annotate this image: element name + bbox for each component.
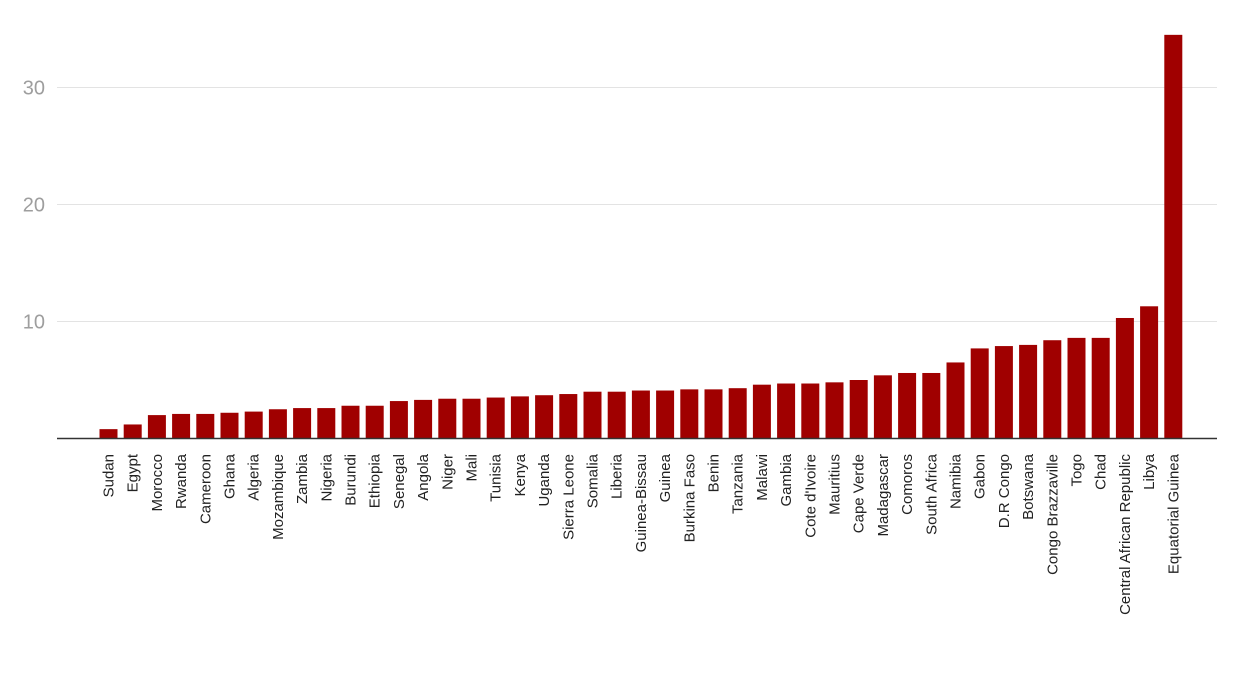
bar: [994, 346, 1013, 439]
x-tick-label: Malawi: [754, 454, 771, 501]
bar: [196, 413, 215, 439]
bar: [728, 388, 747, 439]
bar: [849, 380, 868, 439]
bar: [147, 415, 166, 439]
x-tick-label: Equatorial Guinea: [1165, 453, 1182, 574]
bar: [244, 411, 263, 439]
x-tick-label: Gambia: [778, 453, 795, 506]
x-tick-label: Cameroon: [197, 454, 214, 524]
x-tick-label: Benin: [706, 454, 723, 492]
x-tick-label: Libya: [1141, 453, 1158, 490]
y-tick-label: 20: [23, 195, 45, 217]
x-tick-label: Cape Verde: [851, 454, 868, 533]
y-tick-label: 10: [23, 312, 45, 334]
x-tick-label: Madagascar: [875, 454, 892, 537]
bar: [462, 398, 481, 439]
bar: [970, 348, 989, 439]
x-tick-label: Mozambique: [270, 454, 287, 540]
bar: [1140, 306, 1159, 439]
x-tick-label: Rwanda: [173, 453, 190, 509]
bar: [607, 391, 626, 439]
x-tick-label: Tunisia: [488, 453, 505, 501]
bar: [99, 429, 118, 439]
x-axis-labels: Sudan Egypt Morocco Rwanda Cameroon Ghana Alge…: [101, 453, 1183, 615]
bar: [825, 382, 844, 439]
x-tick-label: Mali: [464, 454, 481, 482]
gridlines: [57, 87, 1217, 322]
bar: [922, 372, 941, 439]
bar: [1067, 337, 1086, 439]
x-tick-label: Morocco: [149, 454, 166, 512]
bars: [99, 34, 1183, 439]
bar: [583, 391, 602, 439]
x-tick-label: Liberia: [609, 453, 626, 499]
x-tick-label: Togo: [1069, 454, 1086, 487]
x-tick-label: Comoros: [899, 454, 916, 515]
x-tick-label: Angola: [415, 453, 432, 500]
x-tick-label: Tanzania: [730, 453, 747, 514]
x-tick-label: Central African Republic: [1117, 454, 1134, 615]
x-tick-label: Mauritius: [827, 454, 844, 515]
x-tick-label: Burundi: [343, 454, 360, 506]
bar: [389, 401, 408, 439]
bar: [268, 409, 287, 439]
bar: [752, 384, 771, 439]
x-tick-label: South Africa: [923, 453, 940, 535]
x-tick-label: Somalia: [585, 453, 602, 508]
bar: [220, 412, 239, 439]
bar: [631, 390, 650, 439]
x-tick-label: Sudan: [101, 454, 118, 497]
bar: [414, 399, 433, 439]
bar: [365, 405, 384, 439]
x-tick-label: Guinea-Bissau: [633, 454, 650, 552]
bar: [1091, 337, 1110, 439]
bar: [873, 375, 892, 439]
bar: [801, 383, 820, 439]
x-tick-label: Cote d'Ivoire: [802, 454, 819, 538]
x-tick-label: Kenya: [512, 453, 529, 496]
bar: [1043, 340, 1062, 439]
bar: [438, 398, 457, 439]
bar: [341, 405, 360, 439]
bar: [704, 389, 723, 439]
x-tick-label: Algeria: [246, 453, 263, 500]
bar: [1019, 344, 1038, 439]
bar: [293, 408, 312, 439]
x-tick-label: Egypt: [125, 453, 142, 492]
bar: [946, 362, 965, 439]
bar: [656, 390, 675, 439]
bar: [535, 395, 554, 439]
x-tick-label: Congo Brazzaville: [1044, 454, 1061, 575]
bar: [317, 408, 336, 439]
bar: [1164, 34, 1183, 439]
bar: [898, 372, 917, 439]
x-tick-label: D.R Congo: [996, 454, 1013, 528]
bar: [172, 413, 191, 439]
bar: [1115, 317, 1134, 439]
bar: [486, 397, 505, 439]
x-tick-label: Zambia: [294, 453, 311, 504]
bar: [680, 389, 699, 439]
x-tick-label: Sierra Leone: [560, 454, 577, 540]
bar: [777, 383, 796, 439]
x-tick-label: Senegal: [391, 454, 408, 509]
x-tick-label: Chad: [1093, 454, 1110, 490]
x-tick-label: Uganda: [536, 453, 553, 506]
x-tick-label: Niger: [439, 454, 456, 490]
x-tick-label: Guinea: [657, 453, 674, 502]
bar: [559, 394, 578, 439]
x-tick-label: Ethiopia: [367, 453, 384, 508]
bar: [510, 396, 529, 439]
y-tick-label: 30: [23, 78, 45, 100]
x-tick-label: Ghana: [222, 453, 239, 499]
bar: [123, 424, 142, 439]
x-tick-label: Botswana: [1020, 453, 1037, 520]
y-axis-ticks: 10 20 30: [23, 78, 45, 334]
x-tick-label: Gabon: [972, 454, 989, 499]
x-tick-label: Nigeria: [318, 453, 335, 501]
x-tick-label: Burkina Faso: [681, 454, 698, 542]
x-tick-label: Namibia: [948, 453, 965, 509]
